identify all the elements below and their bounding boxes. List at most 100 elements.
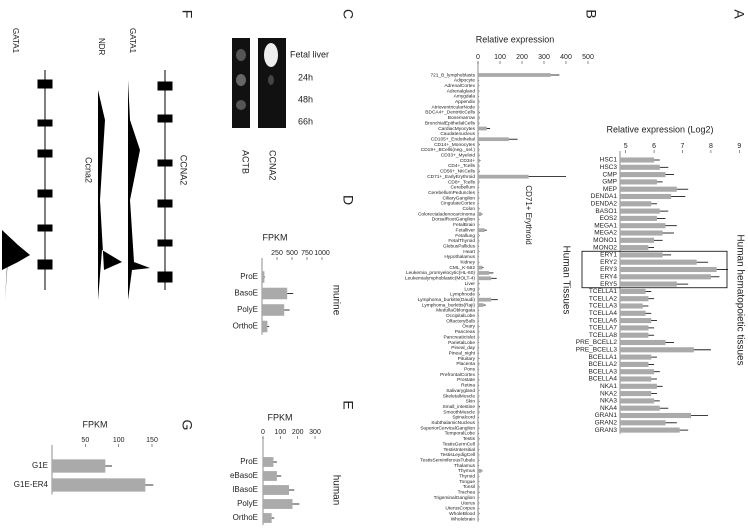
bar: [478, 105, 479, 109]
category-label: Pancreas: [455, 329, 476, 335]
bar: [478, 169, 480, 174]
category-label: TCELLA4: [589, 310, 618, 317]
bar: [478, 415, 479, 420]
category-label: Fetallung: [455, 233, 475, 239]
bar: [478, 142, 480, 147]
category-label: lBasoE: [233, 485, 258, 494]
x-tick-label: 9: [737, 143, 741, 150]
bar: [478, 94, 479, 99]
category-label: OlfactoryBulb: [446, 318, 475, 324]
bar: [620, 237, 655, 243]
bar: [478, 180, 480, 184]
bar: [478, 249, 479, 254]
category-label: Retina: [461, 383, 475, 389]
track-label: NDR: [97, 38, 106, 56]
axis-title: Relative expression: [476, 34, 555, 44]
category-label: Cerebellum: [450, 185, 475, 191]
track-label: GATA1: [11, 28, 20, 54]
bar: [263, 457, 274, 467]
axis-title: Relative expression (Log2): [606, 124, 713, 134]
x-tick-label: 100: [274, 429, 286, 436]
category-label: Leukemialymphoblastic(MOLT-4): [405, 276, 475, 282]
bar: [620, 179, 657, 185]
bar: [52, 478, 146, 492]
bar: [620, 427, 680, 433]
category-label: Colon: [462, 206, 475, 212]
category-label: ProE: [240, 457, 258, 466]
category-label: DorsalRootGanglion: [432, 217, 476, 223]
bar: [478, 115, 480, 120]
bar: [620, 186, 677, 192]
bar: [620, 164, 660, 170]
bar: [478, 121, 480, 126]
bar: [620, 157, 655, 163]
bar: [478, 190, 479, 195]
category-label: MONO2: [593, 244, 617, 251]
x-tick-label: 1000: [314, 250, 330, 257]
category-label: BronchialEpithelialCells: [425, 120, 476, 126]
bar: [478, 222, 479, 227]
category-label: TCELLA7: [589, 325, 618, 332]
category-label: UterusCorpus: [445, 506, 475, 512]
bar: [478, 431, 479, 436]
category-label: Hypothalamus: [444, 254, 475, 260]
bar: [620, 405, 660, 411]
bar: [478, 265, 483, 270]
bar: [478, 340, 479, 345]
x-tick-label: 750: [301, 250, 313, 257]
category-label: TCELLA8: [589, 332, 618, 339]
category-label: Wholebrain: [451, 516, 476, 522]
category-label: Pituitary: [458, 356, 476, 362]
category-label: Thymus: [458, 468, 476, 474]
category-label: Small_intestine: [442, 404, 475, 410]
category-label: Lung: [464, 286, 475, 292]
bar: [478, 271, 489, 275]
bar: [478, 110, 480, 115]
category-label: Pineal_day: [451, 345, 475, 351]
category-label: CingulateCortex: [441, 201, 476, 207]
x-tick-label: 250: [271, 250, 283, 257]
category-label: CD14+_Monocytes: [434, 142, 476, 148]
bar: [478, 233, 480, 238]
bar: [478, 404, 480, 409]
panel-letter: A: [731, 9, 747, 19]
bar: [478, 137, 509, 142]
category-label: TrigeminalGanglion: [434, 495, 476, 501]
category-label: Testis: [463, 436, 476, 442]
bar: [478, 297, 492, 302]
category-label: MedullaOblongata: [436, 308, 475, 314]
category-label: Adrenalgland: [447, 88, 476, 94]
x-tick-label: 8: [709, 143, 713, 150]
bar: [262, 320, 268, 333]
category-label: MONO1: [593, 237, 617, 244]
bar: [620, 318, 652, 324]
category-label: TestisLeydigCell: [440, 452, 475, 458]
bar: [478, 281, 480, 286]
x-tick-label: 0: [261, 429, 265, 436]
bar: [478, 185, 479, 190]
category-label: CiliaryGanglion: [442, 195, 475, 201]
bar: [478, 511, 480, 516]
bar: [620, 310, 646, 316]
bar: [478, 367, 479, 372]
category-label: 721_B_lymphoblasts: [430, 72, 475, 78]
bar: [478, 388, 479, 393]
category-label: BDCA4+_DentriticCells: [425, 110, 475, 116]
panel-letter: B: [583, 9, 599, 18]
category-label: PancreaticIslet: [444, 334, 476, 340]
category-label: SkeletalMuscle: [443, 393, 476, 399]
category-label: ERY4: [600, 274, 617, 281]
bar: [478, 206, 480, 211]
category-label: CML_K-562: [449, 265, 475, 271]
bar: [620, 296, 649, 302]
category-label: MEGA2: [594, 230, 617, 237]
panel-letter: D: [340, 195, 356, 205]
category-label: Amygdala: [454, 94, 476, 100]
bar: [478, 292, 480, 297]
category-label: CD33+_Myeloid: [441, 153, 476, 159]
axis-title: FPKM: [267, 412, 292, 422]
category-label: GRAN3: [595, 427, 618, 434]
bar: [478, 442, 479, 447]
category-label: Thalamus: [454, 463, 476, 469]
bar: [478, 212, 482, 216]
